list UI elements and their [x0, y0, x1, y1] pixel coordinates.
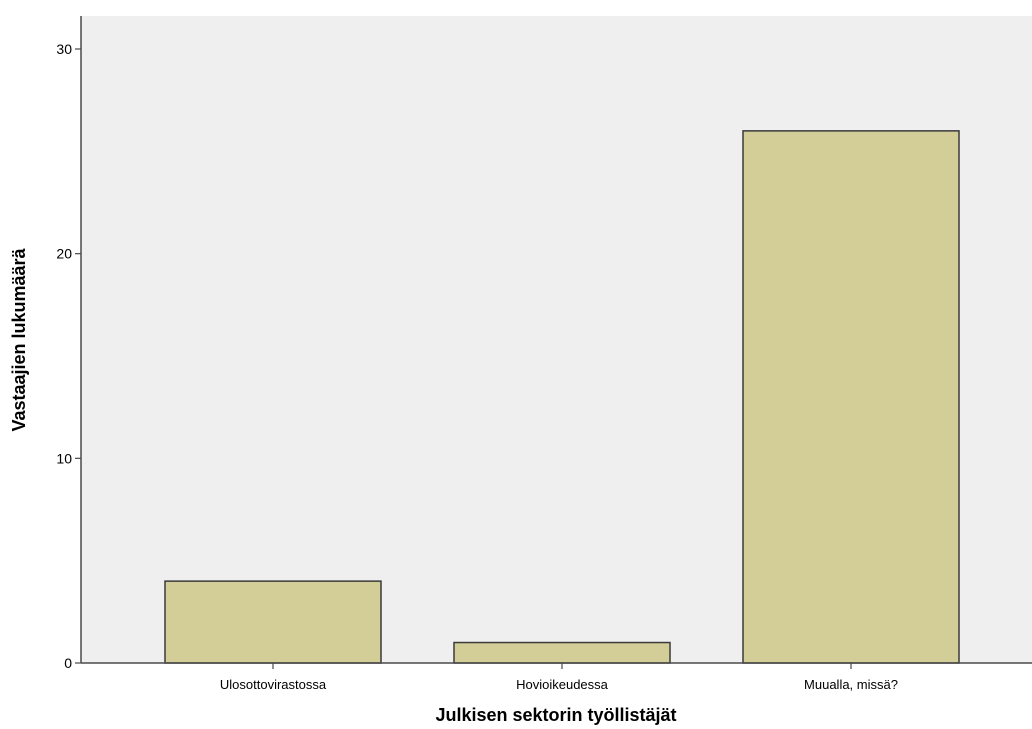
y-tick-label: 30 — [56, 41, 72, 57]
y-axis-title: Vastaajien lukumäärä — [9, 247, 29, 431]
x-tick-label: Hovioikeudessa — [516, 677, 609, 692]
y-ticks: 0 10 20 30 — [56, 41, 81, 671]
bar — [165, 581, 381, 663]
x-tick-label: Ulosottovirastossa — [220, 677, 327, 692]
x-ticks: Ulosottovirastossa Hovioikeudessa Muualla,… — [220, 663, 898, 692]
x-axis-title: Julkisen sektorin työllistäjät — [435, 705, 676, 725]
bar — [454, 643, 670, 663]
bar — [743, 131, 959, 663]
x-tick-label: Muualla, missä? — [804, 677, 898, 692]
y-tick-label: 0 — [64, 655, 72, 671]
y-tick-label: 10 — [56, 450, 72, 466]
y-tick-label: 20 — [56, 246, 72, 262]
